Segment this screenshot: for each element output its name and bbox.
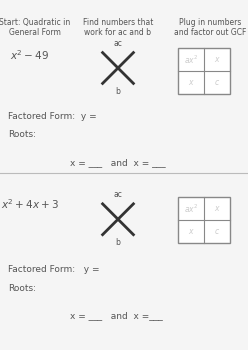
Text: $x^2+ 4x  + 3$: $x^2+ 4x + 3$: [1, 197, 59, 211]
Text: Roots:: Roots:: [8, 130, 36, 139]
Text: Start: Quadratic in
General Form: Start: Quadratic in General Form: [0, 18, 71, 37]
Text: $c$: $c$: [214, 227, 220, 236]
Bar: [178, 197, 230, 243]
Text: x = ___   and  x = ___: x = ___ and x = ___: [70, 158, 166, 167]
Text: $c$: $c$: [214, 78, 220, 87]
Bar: [178, 48, 230, 94]
Text: $x$: $x$: [187, 227, 194, 236]
Text: b: b: [116, 238, 121, 247]
Text: Plug in numbers
and factor out GCF: Plug in numbers and factor out GCF: [174, 18, 246, 37]
Text: $x$: $x$: [187, 78, 194, 87]
Text: x = ___   and  x =___: x = ___ and x =___: [70, 311, 163, 320]
Text: $x^2 - 49$: $x^2 - 49$: [10, 48, 50, 62]
Text: $x$: $x$: [214, 55, 220, 64]
Text: Factored Form:   y =: Factored Form: y =: [8, 265, 99, 274]
Text: b: b: [116, 86, 121, 96]
Text: ac: ac: [114, 190, 123, 199]
Text: $ax^2$: $ax^2$: [184, 203, 198, 215]
Text: $ax^2$: $ax^2$: [184, 53, 198, 66]
Text: $x$: $x$: [214, 204, 220, 213]
Text: Factored Form:  y =: Factored Form: y =: [8, 112, 97, 121]
Text: ac: ac: [114, 38, 123, 48]
Text: Find numbers that
work for ac and b: Find numbers that work for ac and b: [83, 18, 153, 37]
Text: Roots:: Roots:: [8, 284, 36, 293]
